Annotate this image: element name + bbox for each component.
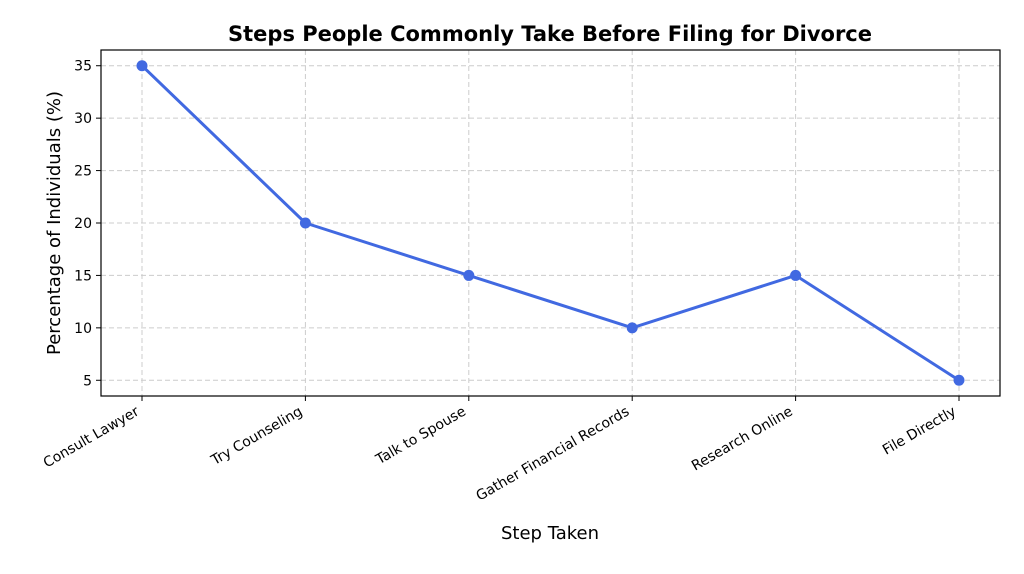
chart-title: Steps People Commonly Take Before Filing… — [228, 22, 872, 46]
y-tick-label: 15 — [74, 268, 92, 284]
x-axis-ticks: Consult Lawyer Try Counseling Talk to Spou… — [41, 396, 960, 505]
x-axis-label: Step Taken — [501, 523, 599, 544]
y-tick-label: 30 — [74, 111, 92, 127]
x-tick-label: Try Counseling — [208, 404, 306, 470]
series-layer — [136, 60, 965, 386]
y-tick-label: 5 — [83, 373, 92, 389]
plot-area-frame — [100, 49, 1001, 397]
data-point — [626, 322, 638, 334]
x-tick-label: Talk to Spouse — [373, 404, 469, 469]
y-tick-label: 35 — [74, 59, 92, 75]
y-tick-label: 20 — [74, 216, 92, 232]
y-tick-label: 25 — [74, 164, 92, 180]
data-point — [953, 374, 965, 386]
y-axis-label: Percentage of Individuals (%) — [44, 91, 65, 355]
x-tick-label: Gather Financial Records — [473, 404, 632, 505]
data-point — [463, 269, 475, 281]
x-tick-label: Research Online — [689, 404, 796, 475]
grid-layer — [101, 50, 1000, 396]
x-tick-label: File Directly — [880, 404, 959, 459]
series-line — [140, 64, 960, 382]
y-tick-label: 10 — [74, 321, 92, 337]
x-tick-label: Consult Lawyer — [41, 403, 142, 471]
data-point — [299, 217, 311, 229]
data-point — [790, 269, 802, 281]
data-point — [136, 60, 148, 72]
y-axis-ticks: 5 10 15 20 25 30 35 — [74, 59, 101, 389]
